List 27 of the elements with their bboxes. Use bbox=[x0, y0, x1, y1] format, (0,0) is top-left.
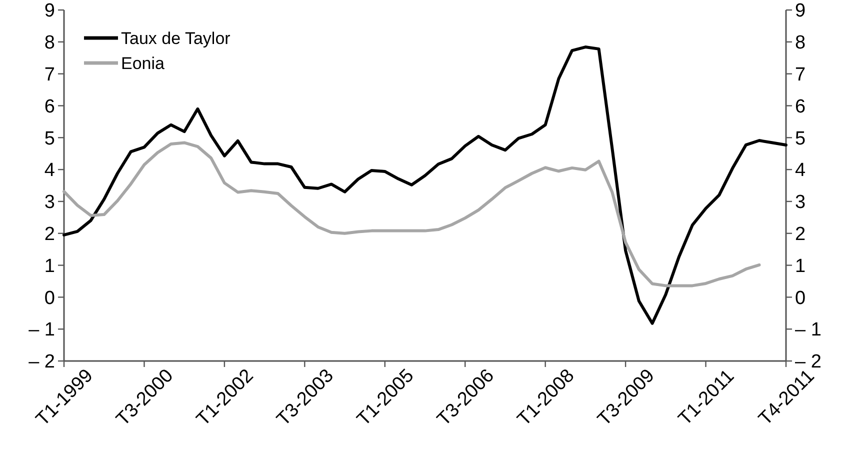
y-tick-label: 7 bbox=[44, 64, 55, 86]
y-tick-label: 8 bbox=[44, 32, 55, 54]
y-tick-label: 9 bbox=[44, 0, 55, 22]
line-series bbox=[62, 46, 788, 325]
y2-tick-label: 3 bbox=[795, 192, 806, 214]
y-tick-label: 4 bbox=[44, 160, 56, 182]
y-tick-label: 1 bbox=[44, 256, 55, 277]
legend-label: Eonia bbox=[121, 54, 166, 73]
y-tick-label: 2 bbox=[44, 224, 55, 246]
y2-tick-label: 2 bbox=[795, 224, 806, 246]
line-series bbox=[62, 141, 761, 288]
legend-label: Taux de Taylor bbox=[121, 28, 231, 48]
y2-tick-label: 9 bbox=[795, 0, 806, 22]
y-tick-label: – 2 bbox=[28, 352, 55, 373]
y2-tick-label: 5 bbox=[795, 128, 806, 150]
y2-tick-label: 4 bbox=[795, 160, 806, 182]
y2-tick-label: 8 bbox=[795, 32, 806, 54]
y-tick-label: 0 bbox=[44, 288, 55, 309]
y2-tick-label: 7 bbox=[795, 64, 806, 86]
y-tick-label: – 1 bbox=[28, 320, 55, 341]
y2-tick-label: 0 bbox=[795, 288, 806, 309]
y-tick-label: 6 bbox=[44, 96, 55, 118]
y-tick-label: 3 bbox=[44, 192, 55, 214]
y2-tick-label: 6 bbox=[795, 96, 806, 118]
y-tick-label: 5 bbox=[44, 128, 55, 150]
y2-tick-label: 1 bbox=[795, 256, 806, 277]
y2-tick-label: – 1 bbox=[795, 320, 822, 341]
